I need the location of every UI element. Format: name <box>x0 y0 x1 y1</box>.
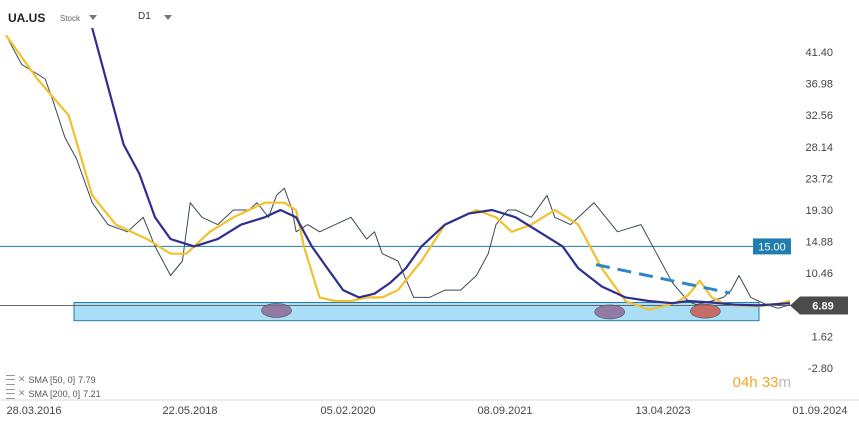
remove-icon[interactable]: ✕ <box>18 388 26 398</box>
settings-icon[interactable] <box>6 374 15 385</box>
ellipse-marker[interactable] <box>261 303 292 318</box>
x-tick-label: 28.03.2016 <box>6 405 61 417</box>
countdown-hours: 04 <box>732 374 750 391</box>
last-price-label: 6.89 <box>812 300 833 312</box>
x-tick-label: 01.09.2024 <box>792 405 847 417</box>
y-tick-label: 1.62 <box>812 331 833 343</box>
y-tick-label: -2.80 <box>808 363 833 375</box>
y-tick-label: 23.72 <box>805 173 833 185</box>
y-tick-label: 28.14 <box>805 142 833 154</box>
y-tick-label: 14.88 <box>805 237 833 249</box>
horizontal-line-tag <box>753 238 791 255</box>
settings-icon[interactable] <box>6 388 15 399</box>
countdown-minutes: 33 <box>761 374 779 391</box>
timeframe-dropdown-chevron-down-icon[interactable] <box>164 15 172 20</box>
horizontal-line-label: 15.00 <box>758 241 786 253</box>
dashed-trendline[interactable] <box>595 263 731 295</box>
y-tick-label: 41.40 <box>805 47 833 59</box>
y-tick-label: 36.98 <box>805 79 833 91</box>
legend-sma-200-name: SMA [200, 0] <box>28 388 81 399</box>
x-tick-label: 08.09.2021 <box>477 405 532 417</box>
x-tick-label: 05.02.2020 <box>320 405 375 417</box>
legend-sma-50: ✕ SMA [50, 0] 7.79 <box>6 374 96 385</box>
x-tick-label: 13.04.2023 <box>635 405 690 417</box>
candle-countdown: 04h 33m <box>733 374 791 391</box>
ellipse-marker[interactable] <box>690 303 721 319</box>
y-tick-label: 32.56 <box>805 110 833 122</box>
ticker-symbol[interactable]: UA.US <box>8 11 46 25</box>
legend-sma-50-name: SMA [50, 0] <box>28 374 76 385</box>
support-zone[interactable] <box>73 301 760 322</box>
sma-50-series[interactable] <box>5 34 791 311</box>
price-series[interactable] <box>5 35 791 309</box>
x-tick-label: 22.05.2018 <box>162 405 217 417</box>
ellipse-marker[interactable] <box>594 304 625 320</box>
ticker-dropdown-chevron-down-icon[interactable] <box>89 15 97 20</box>
timeframe-selector[interactable]: D1 <box>138 11 151 22</box>
legend-sma-50-value: 7.79 <box>78 374 96 385</box>
legend-sma-200: ✕ SMA [200, 0] 7.21 <box>6 388 101 399</box>
sma-200-series[interactable] <box>91 27 791 307</box>
countdown-hours-unit: h <box>749 374 758 391</box>
legend-sma-200-value: 7.21 <box>83 388 101 399</box>
y-tick-label: 19.30 <box>805 205 833 217</box>
last-price-tag <box>790 296 848 315</box>
countdown-minutes-unit: m <box>778 374 792 391</box>
remove-icon[interactable]: ✕ <box>18 374 26 384</box>
y-tick-label: 10.46 <box>805 268 833 280</box>
instrument-type: Stock <box>60 14 81 23</box>
